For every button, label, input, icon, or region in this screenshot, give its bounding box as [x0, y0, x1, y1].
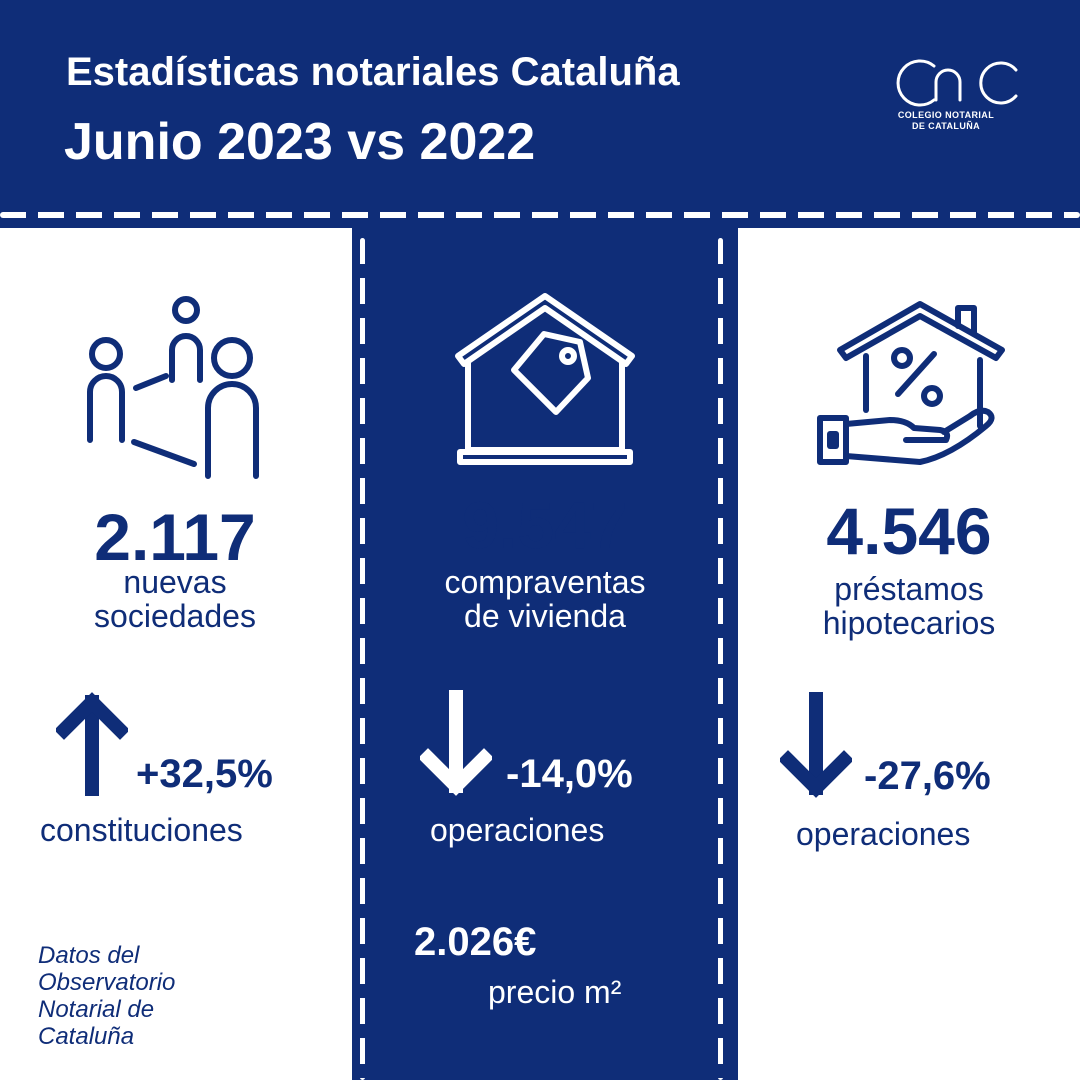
prestamos-change-label: operaciones [796, 816, 971, 852]
stitch-left [360, 238, 365, 1080]
people-network-icon [87, 296, 259, 479]
price-per-m2-value: 2.026€ [414, 920, 537, 964]
compraventas-change-label: operaciones [430, 812, 605, 848]
sociedades-value: 2.117 [94, 500, 256, 574]
house-percent-hand-icon [817, 301, 1005, 465]
prestamos-change: -27,6% [864, 754, 991, 798]
sociedades-change: +32,5% [136, 752, 273, 796]
arrow-up-icon [56, 692, 128, 796]
logo-caption: COLEGIO NOTARIAL DE CATALUÑA [897, 110, 995, 131]
prestamos-label: préstamos hipotecarios [822, 571, 996, 641]
source-note: Datos del Observatorio Notarial de Catal… [38, 942, 176, 1050]
prestamos-value: 4.546 [826, 494, 992, 568]
stitch-right [718, 238, 723, 1080]
compraventas-value: 9.547 [462, 488, 628, 562]
center-column [352, 228, 738, 1080]
compraventas-label: compraventas de vivienda [444, 564, 646, 634]
price-per-m2-label: precio m² [488, 974, 622, 1010]
sociedades-change-label: constituciones [40, 812, 243, 848]
house-price-tag-icon [455, 293, 635, 465]
page-subtitle: Junio 2023 vs 2022 [64, 113, 536, 171]
cnc-logo-icon [896, 59, 1018, 107]
arrow-down-icon [780, 692, 852, 798]
sociedades-label: nuevas sociedades [94, 564, 256, 634]
compraventas-change: -14,0% [506, 752, 633, 796]
arrow-down-icon [420, 690, 492, 796]
page-title: Estadísticas notariales Cataluña [66, 50, 680, 94]
stitch-divider [0, 212, 1080, 218]
colegio-notarial-logo: COLEGIO NOTARIAL DE CATALUÑA [896, 56, 1026, 136]
header-banner: Estadísticas notariales Cataluña Junio 2… [0, 0, 1080, 228]
